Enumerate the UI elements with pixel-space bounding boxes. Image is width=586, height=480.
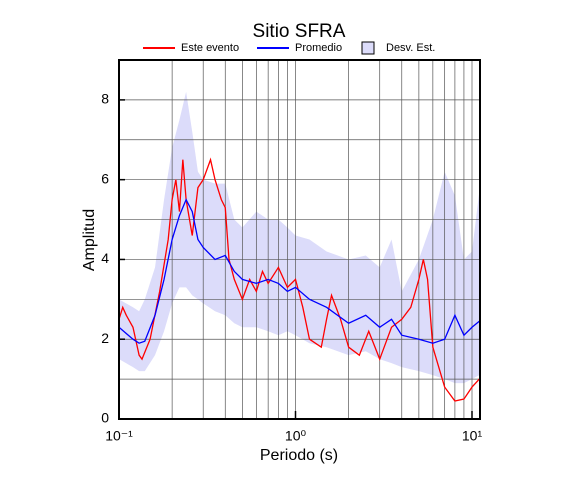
x-tick-label: 10⁰ <box>285 428 307 444</box>
x-tick-label: 10⁻¹ <box>105 428 133 444</box>
legend-swatch <box>361 41 375 55</box>
y-tick-label: 4 <box>101 250 109 266</box>
std-band <box>119 91 480 384</box>
y-tick-label: 0 <box>101 410 109 426</box>
x-axis-label: Periodo (s) <box>260 447 338 464</box>
y-axis-label: Amplitud <box>81 209 98 271</box>
y-tick-label: 8 <box>101 91 109 107</box>
y-tick-label: 6 <box>101 170 109 186</box>
legend-label: Promedio <box>295 42 342 54</box>
chart-title: Sitio SFRA <box>253 21 346 42</box>
plot-area <box>118 60 480 419</box>
x-tick-label: 10¹ <box>462 428 483 444</box>
series-line <box>118 157 480 402</box>
legend-label: Este evento <box>181 42 239 54</box>
y-tick-label: 2 <box>101 330 109 346</box>
legend-label: Desv. Est. <box>386 42 435 54</box>
plot-frame <box>118 59 481 420</box>
series-line <box>118 198 480 344</box>
